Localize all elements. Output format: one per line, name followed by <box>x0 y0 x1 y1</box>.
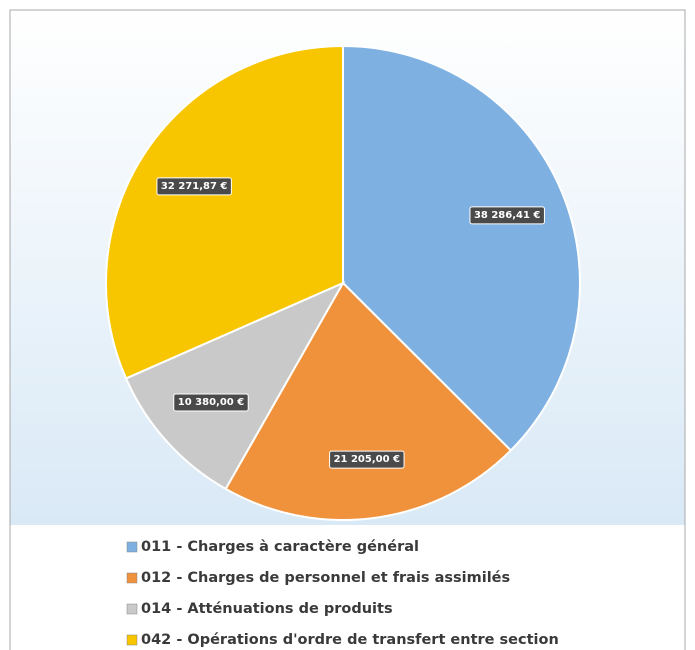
data-label-text: 32 271,87 € <box>161 181 227 192</box>
pie-slice <box>124 280 346 491</box>
data-label: 38 286,41 € <box>469 206 545 225</box>
legend-label: 042 - Opérations d'ordre de transfert en… <box>141 632 559 648</box>
data-label-text: 21 205,00 € <box>334 454 400 465</box>
legend-marker <box>126 572 138 584</box>
legend-marker <box>126 541 138 553</box>
pie-slice <box>342 44 581 452</box>
pie-slice <box>105 44 344 380</box>
legend-label: 014 - Atténuations de produits <box>141 601 393 617</box>
pie-slice <box>224 281 513 521</box>
data-label-box <box>329 450 405 469</box>
legend-label: 012 - Charges de personnel et frais assi… <box>141 570 510 586</box>
data-label-text: 10 380,00 € <box>178 397 244 408</box>
legend-label: 011 - Charges à caractère général <box>141 539 419 555</box>
data-label: 21 205,00 € <box>329 450 405 469</box>
data-label-box <box>156 177 232 196</box>
data-label: 10 380,00 € <box>173 393 249 412</box>
data-label-box <box>173 393 249 412</box>
data-label: 32 271,87 € <box>156 177 232 196</box>
legend-marker <box>126 603 138 615</box>
data-label-text: 38 286,41 € <box>474 210 540 221</box>
frame <box>9 9 686 650</box>
legend-marker <box>126 634 138 646</box>
data-label-box <box>469 206 545 225</box>
